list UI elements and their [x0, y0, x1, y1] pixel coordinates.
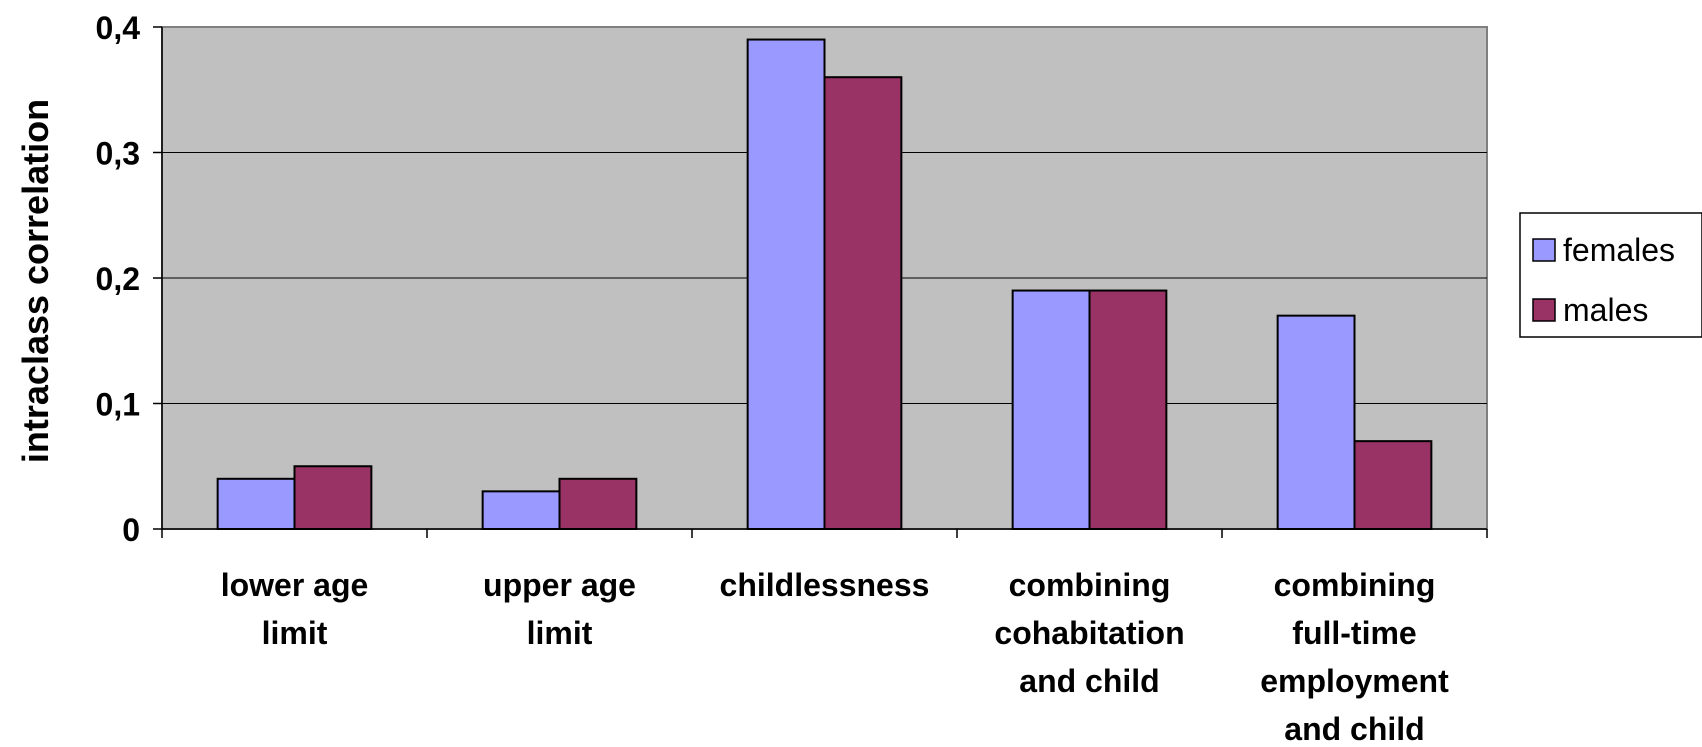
y-tick-labels: 0 0,1 0,2 0,3 0,4 — [96, 10, 141, 548]
x-tick-labels: lower age limit upper age limit childlessnes… — [221, 567, 1449, 747]
bar-males — [1353, 440, 1433, 530]
y-tick-label: 0,3 — [96, 136, 140, 172]
bar-males — [823, 76, 903, 530]
y-tick-label: 0 — [122, 512, 140, 548]
legend-label-females: females — [1563, 232, 1675, 268]
x-tick-label: combining full-time employment and child — [1260, 567, 1449, 747]
bar-males — [1088, 289, 1168, 530]
x-tick-label: childlessness — [720, 567, 930, 603]
legend: females males — [1519, 212, 1702, 338]
x-tick-label: lower age limit — [221, 567, 369, 651]
bar-females — [481, 490, 561, 531]
bar-females — [1276, 314, 1356, 530]
legend-swatch-females — [1532, 238, 1556, 262]
y-axis-label: intraclass correlation — [15, 99, 56, 463]
y-tick-label: 0,2 — [96, 261, 140, 297]
bar-females — [216, 477, 296, 530]
legend-swatch-males — [1532, 298, 1556, 322]
bar-females — [746, 38, 826, 531]
legend-label-males: males — [1563, 292, 1648, 328]
bar-males — [558, 477, 638, 530]
x-tick-label: combining cohabitation and child — [994, 567, 1184, 699]
y-tick-label: 0,4 — [96, 10, 141, 46]
axes — [153, 26, 1488, 538]
x-tick-label: upper age limit — [483, 567, 636, 651]
y-tick-label: 0,1 — [96, 387, 140, 423]
bar-males — [293, 465, 373, 530]
bars — [216, 38, 1433, 531]
bar-females — [1011, 289, 1091, 530]
